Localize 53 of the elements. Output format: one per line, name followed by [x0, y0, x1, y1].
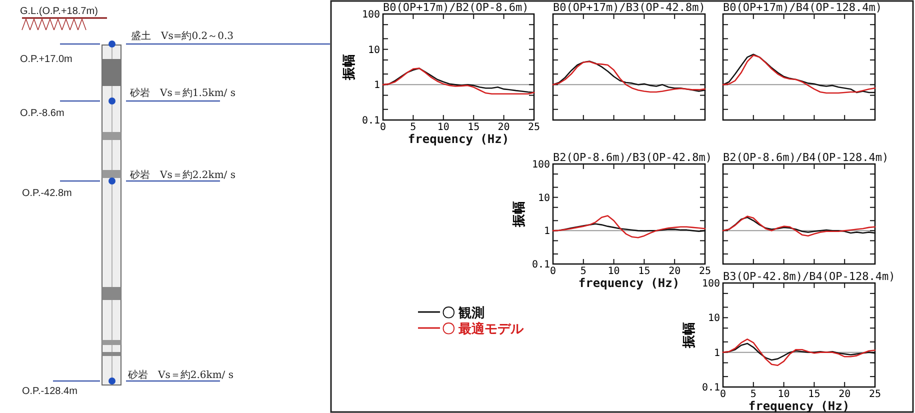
- x-axis-title: frequency (Hz): [748, 399, 850, 413]
- y-tick-label: 1: [714, 348, 720, 359]
- x-tick-label: 5: [410, 122, 416, 133]
- x-tick-label: 0: [720, 389, 726, 400]
- y-axis-title: 振幅: [511, 201, 526, 228]
- x-tick-label: 20: [838, 389, 851, 400]
- text: O.P.-42.8m: [22, 188, 72, 199]
- x-tick-label: 25: [698, 266, 712, 277]
- x-tick-label: 20: [668, 266, 681, 277]
- text: G.L.(O.P.+18.7m): [20, 6, 98, 17]
- x-tick-label: 15: [468, 122, 480, 133]
- chart-title: B0(OP+17m)/B4(OP-128.4m): [723, 1, 882, 14]
- y-tick-label: 0.1: [532, 260, 550, 270]
- x-axis-title: frequency (Hz): [578, 276, 680, 290]
- x-tick-label: 20: [498, 122, 510, 133]
- x-axis-title: frequency (Hz): [408, 132, 510, 146]
- x-tick-label: 15: [638, 266, 650, 277]
- x-tick-label: 0: [550, 266, 556, 277]
- x-tick-label: 5: [750, 389, 756, 400]
- legend-label: 〇 最適モデル: [442, 321, 525, 336]
- y-tick-label: 100: [362, 10, 380, 20]
- chart-title: B2(OP-8.6m)/B3(OP-42.8m): [553, 151, 712, 164]
- chart-title: B2(OP-8.6m)/B4(OP-128.4m): [723, 151, 889, 164]
- chart-title: B3(OP-42.8m)/B4(OP-128.4m): [723, 270, 896, 283]
- text: 盛土 Vs=約0.2～0.3: [131, 30, 234, 42]
- y-tick-label: 10: [538, 192, 550, 204]
- text: 砂岩 Vs＝約1.5km/ s: [129, 87, 236, 99]
- text: 砂岩 Vs＝約2.6km/ s: [127, 369, 234, 381]
- x-tick-label: 10: [608, 266, 620, 277]
- text: O.P.+17.0m: [20, 54, 72, 65]
- x-tick-label: 10: [437, 122, 450, 133]
- y-tick-label: 100: [702, 278, 720, 290]
- y-tick-label: 1: [374, 80, 380, 92]
- x-tick-label: 25: [528, 122, 540, 133]
- x-tick-label: 10: [778, 389, 790, 400]
- chart-title: B0(OP+17m)/B2(OP-8.6m): [383, 1, 529, 14]
- x-tick-label: 5: [580, 266, 586, 277]
- y-tick-label: 0.1: [702, 382, 720, 394]
- y-axis-title: 振幅: [341, 54, 356, 81]
- y-tick-label: 100: [532, 160, 550, 170]
- y-tick-label: 0.1: [362, 116, 380, 126]
- text: O.P.-128.4m: [22, 386, 78, 397]
- text: O.P.-8.6m: [20, 108, 64, 119]
- text: 砂岩 Vs＝約2.2km/ s: [129, 169, 236, 181]
- chart-title: B0(OP+17m)/B3(OP-42.8m): [553, 1, 706, 14]
- y-axis-title: 振幅: [681, 322, 696, 349]
- x-tick-label: 0: [380, 122, 386, 133]
- x-tick-label: 25: [868, 389, 882, 400]
- y-tick-label: 10: [708, 313, 720, 324]
- legend-label: 〇 観測: [442, 305, 485, 320]
- x-tick-label: 15: [808, 389, 820, 400]
- y-tick-label: 10: [368, 44, 380, 56]
- y-tick-label: 1: [544, 226, 550, 238]
